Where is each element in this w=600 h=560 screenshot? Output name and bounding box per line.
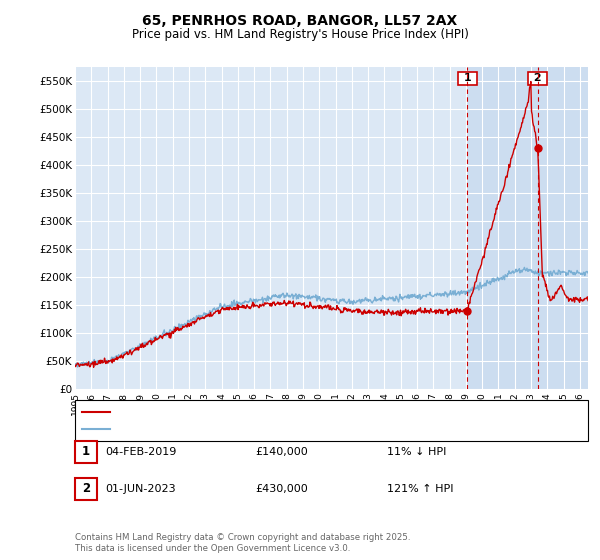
Text: 121% ↑ HPI: 121% ↑ HPI (387, 484, 454, 494)
Text: 1: 1 (460, 73, 475, 83)
Text: £430,000: £430,000 (255, 484, 308, 494)
Text: 65, PENRHOS ROAD, BANGOR, LL57 2AX (semi-detached house): 65, PENRHOS ROAD, BANGOR, LL57 2AX (semi… (116, 407, 431, 417)
Text: £140,000: £140,000 (255, 447, 308, 457)
Text: Contains HM Land Registry data © Crown copyright and database right 2025.
This d: Contains HM Land Registry data © Crown c… (75, 533, 410, 553)
Text: HPI: Average price, semi-detached house, Gwynedd: HPI: Average price, semi-detached house,… (116, 424, 370, 435)
Text: 1: 1 (82, 445, 90, 459)
Text: 2: 2 (530, 73, 545, 83)
Bar (467, 67, 588, 389)
Text: 01-JUN-2023: 01-JUN-2023 (106, 484, 176, 494)
Text: 11% ↓ HPI: 11% ↓ HPI (387, 447, 446, 457)
Text: 04-FEB-2019: 04-FEB-2019 (106, 447, 177, 457)
Text: Price paid vs. HM Land Registry's House Price Index (HPI): Price paid vs. HM Land Registry's House … (131, 28, 469, 41)
Text: 2: 2 (82, 482, 90, 496)
Text: 65, PENRHOS ROAD, BANGOR, LL57 2AX: 65, PENRHOS ROAD, BANGOR, LL57 2AX (142, 14, 458, 28)
